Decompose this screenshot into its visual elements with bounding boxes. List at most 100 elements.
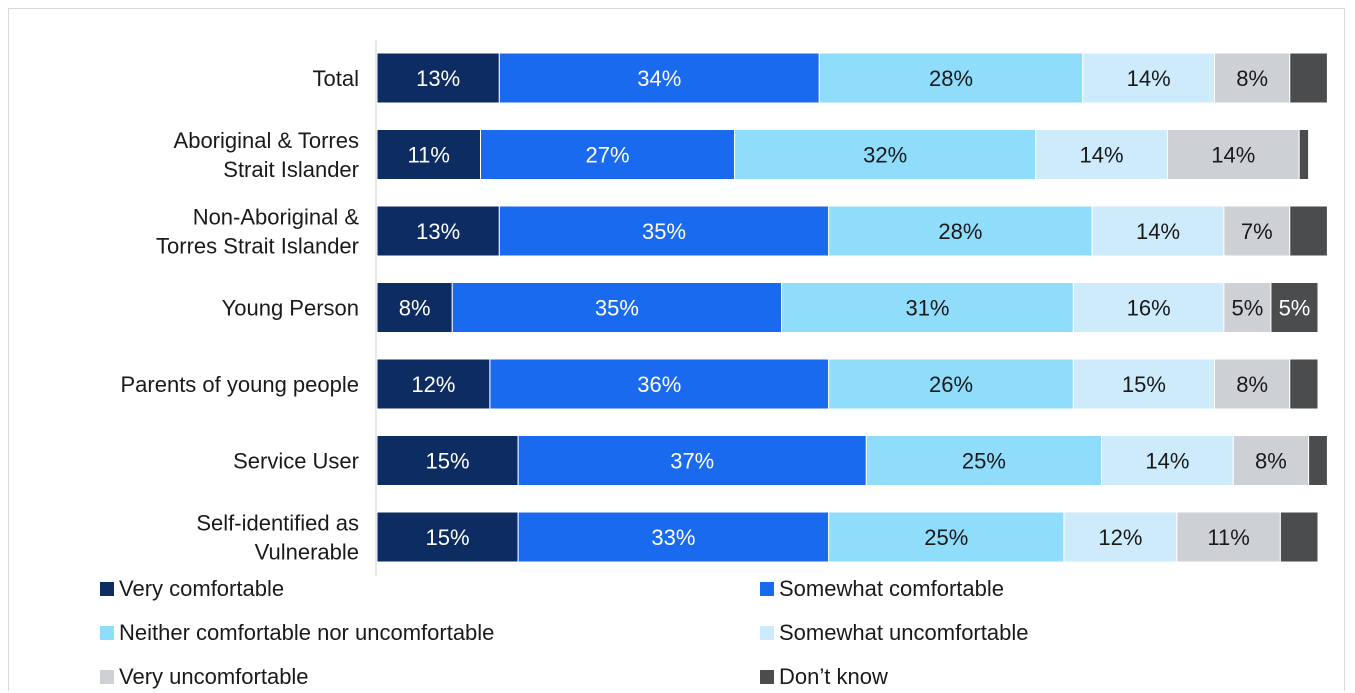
data-label: 36% — [637, 372, 681, 397]
bar-segment — [376, 511, 519, 563]
bar-segment — [1289, 358, 1319, 410]
data-label: 16% — [1127, 296, 1171, 321]
data-label: 31% — [905, 296, 949, 321]
bar-segment — [376, 205, 500, 257]
legend-swatch — [760, 626, 774, 640]
bar-segment — [1035, 129, 1168, 180]
data-label: 5% — [1279, 296, 1311, 321]
bar-segment — [498, 52, 820, 104]
data-label: 37% — [670, 449, 714, 474]
data-label: 8% — [1236, 372, 1268, 397]
bar-segment — [828, 358, 1074, 410]
category-label: Service User — [233, 449, 359, 474]
bar-segment — [489, 358, 830, 410]
bar-segment — [1289, 52, 1328, 104]
bar-segment — [1308, 435, 1328, 486]
legend-label: Very comfortable — [119, 576, 285, 601]
data-label: 14% — [1145, 449, 1189, 474]
bar-segment — [1063, 511, 1178, 563]
bar-segment — [451, 282, 783, 333]
legend-swatch — [760, 582, 774, 596]
category-label: Self-identified as Vulnerable — [196, 511, 359, 565]
legend-item: Somewhat uncomfortable — [760, 620, 1028, 646]
data-label: 15% — [426, 525, 470, 550]
bar-segment — [1176, 511, 1281, 563]
bar-segment — [1101, 435, 1234, 486]
legend-label: Somewhat uncomfortable — [779, 620, 1029, 645]
bar-segment — [1232, 435, 1310, 486]
bar-segment — [498, 205, 830, 257]
data-label: 8% — [1255, 449, 1287, 474]
category-label: Young Person — [222, 296, 359, 321]
bar-segment — [376, 435, 519, 486]
bar-segment — [1223, 282, 1272, 333]
data-label: 26% — [929, 372, 973, 397]
bar-segment — [1279, 511, 1319, 563]
bar-segment — [828, 205, 1093, 257]
bar-segments — [376, 52, 1328, 563]
data-label: 15% — [426, 449, 470, 474]
bar-segment — [1166, 129, 1300, 180]
bar-segment — [1091, 205, 1225, 257]
data-label: 11% — [1207, 525, 1249, 550]
data-label: 28% — [938, 219, 982, 244]
bar-segment — [376, 282, 453, 333]
data-label: 33% — [651, 525, 695, 550]
legend: Very comfortable Somewhat comfortable Neit… — [100, 576, 1340, 690]
data-label: 35% — [642, 219, 686, 244]
chart-frame — [8, 8, 1345, 691]
category-label: Aboriginal & Torres Strait Islander — [174, 128, 359, 182]
legend-label: Very uncomfortable — [119, 664, 309, 689]
legend-swatch — [100, 582, 114, 596]
data-label: 5% — [1232, 296, 1264, 321]
bar-segment — [1289, 205, 1328, 257]
legend-item: Very uncomfortable — [100, 664, 309, 690]
bar-segment — [1223, 205, 1291, 257]
bar-segment — [734, 129, 1037, 180]
legend-swatch — [760, 670, 774, 684]
bar-segment — [517, 511, 830, 563]
data-label: 8% — [399, 296, 431, 321]
bar-segment — [376, 52, 500, 104]
data-label: 27% — [586, 143, 630, 168]
bar-segment — [1213, 358, 1291, 410]
data-label: 13% — [416, 219, 460, 244]
legend-label: Neither comfortable nor uncomfortable — [119, 620, 495, 645]
data-label: 32% — [863, 143, 907, 168]
bar-segment — [376, 358, 491, 410]
data-label: 25% — [962, 449, 1006, 474]
legend-label: Don’t know — [779, 664, 888, 689]
legend-item: Very comfortable — [100, 576, 284, 602]
category-labels: Total Aboriginal & Torres Strait Islander N… — [120, 66, 359, 565]
legend-item: Neither comfortable nor uncomfortable — [100, 620, 494, 646]
data-label: 12% — [1098, 525, 1142, 550]
data-label: 34% — [637, 66, 681, 91]
bar-segment — [480, 129, 736, 180]
legend-label: Somewhat comfortable — [779, 576, 1004, 601]
legend-item: Somewhat comfortable — [760, 576, 1004, 602]
bar-segment — [1298, 129, 1310, 180]
data-label: 35% — [595, 296, 639, 321]
data-label: 14% — [1136, 219, 1180, 244]
bar-segment — [818, 52, 1084, 104]
bar-segment — [1270, 282, 1319, 333]
data-label: 7% — [1241, 219, 1273, 244]
legend-item: Don’t know — [760, 664, 888, 690]
stacked-bar-chart: Total Aboriginal & Torres Strait Islander N… — [120, 40, 1328, 576]
bar-segment — [1082, 52, 1215, 104]
data-label: 15% — [1122, 372, 1166, 397]
data-labels: 13% 34% 28% 14% 8% 11% 27% 32% 14% 14% 13% 35% 28% 14… — [399, 66, 1311, 550]
data-label: 28% — [929, 66, 973, 91]
data-label: 14% — [1127, 66, 1171, 91]
data-label: 11% — [408, 143, 450, 168]
data-label: 25% — [924, 525, 968, 550]
legend-swatch — [100, 670, 114, 684]
category-label: Total — [313, 66, 359, 91]
category-label: Parents of young people — [120, 372, 359, 397]
bar-segment — [781, 282, 1074, 333]
category-label: Non-Aboriginal & Torres Strait Islander — [156, 205, 359, 259]
legend-swatch — [100, 626, 114, 640]
data-label: 12% — [411, 372, 455, 397]
data-label: 14% — [1080, 143, 1124, 168]
data-label: 8% — [1236, 66, 1268, 91]
